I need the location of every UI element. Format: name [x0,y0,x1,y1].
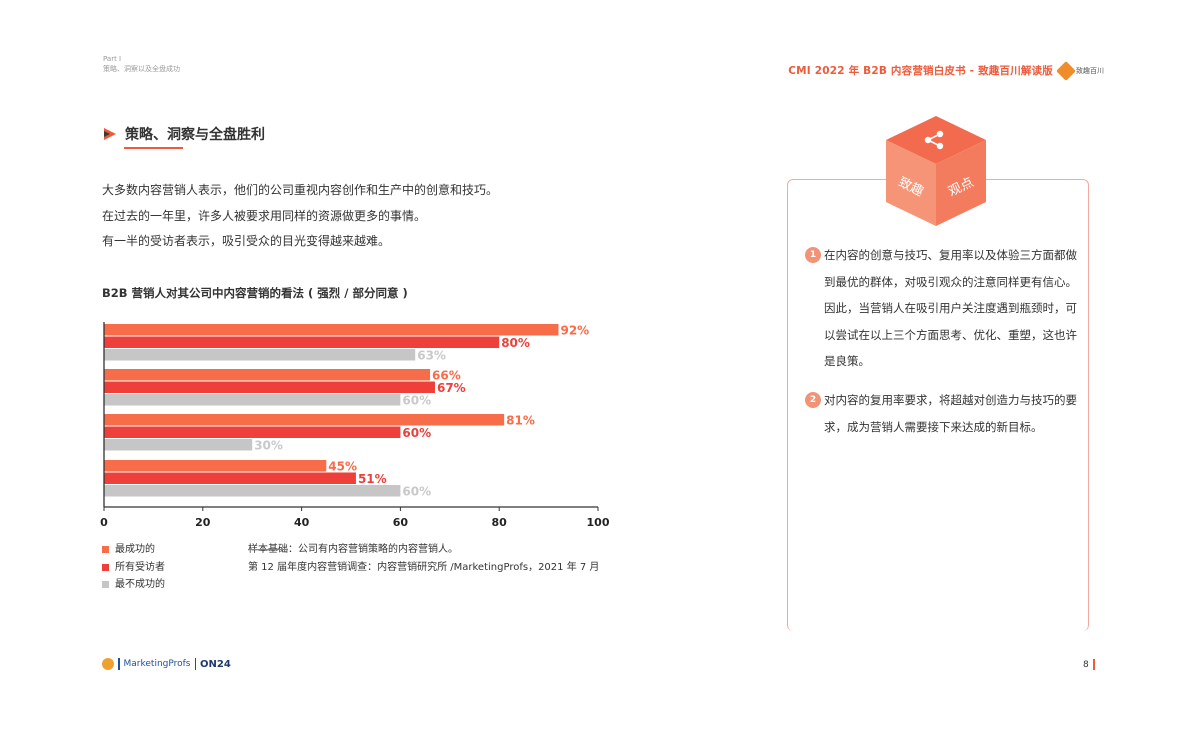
sample-base-label: 样本基础 [248,544,288,555]
page-number-text: 8 [1083,659,1089,670]
logo-divider [118,658,120,670]
legend-swatch [102,581,109,589]
document-header: CMI 2022 年 B2B 内容营销白皮书 - 致趣百川解读版 致趣百川 [788,60,1104,81]
bar [104,381,435,393]
legend-swatch [102,546,109,554]
insight-cube-badge: 致趣 观点 [886,116,986,226]
bar-value-label: 80% [501,336,530,350]
bar [104,414,505,426]
bar [104,426,401,438]
share-icon [924,130,944,150]
intro-line: 在过去的一年里，许多人被要求用同样的资源做更多的事情。 [102,208,427,223]
x-tick-label: 80 [492,516,508,529]
x-tick-label: 60 [393,516,409,529]
x-tick-label: 40 [294,516,310,529]
bar [104,485,401,497]
legend-label: 最成功的 [115,544,155,555]
legend-item: 最不成功的 [102,576,165,594]
bar [104,394,401,406]
section-heading: 策略、洞察与全盘胜利 [102,124,265,144]
insight-number-badge: 2 [805,392,821,408]
part-number: Part I [103,55,122,63]
chart-title: B2B 营销人对其公司中内容营销的看法 ( 强烈 / 部分同意 ) [102,286,408,300]
chart-source: 样本基础：公司有内容营销策略的内容营销人。 第 12 届年度内容营销调查：内容营… [248,541,599,576]
marketingprofs-logo: MarketingProfs [123,659,191,669]
partner-logos: MarketingProfs ON24 [102,658,231,670]
intro-line: 有一半的受访者表示，吸引受众的目光变得越来越难。 [102,234,391,248]
insight-number-badge: 1 [805,247,821,263]
insight-text: 在内容的创意与技巧、复用率以及体验三方面都做到最优的群体，对吸引观众的注意同样更… [824,248,1077,368]
x-tick-label: 100 [587,516,610,529]
bar [104,472,356,484]
insight-text: 对内容的复用率要求，将超越对创造力与技巧的要求，成为营销人需要接下来达成的新目标… [824,393,1077,434]
bar-value-label: 67% [437,381,466,395]
section-marker-icon [104,128,116,140]
legend-item: 所有受访者 [102,559,165,577]
bar [104,349,416,361]
brand-logo: 致趣百川 [1056,60,1104,81]
legend-swatch [102,563,109,571]
logo-divider [194,658,196,670]
bar [104,369,431,381]
section-title-underline [124,147,183,149]
part-label: Part I 策略、洞察以及全盘成功 [103,54,180,74]
x-tick-label: 20 [195,516,211,529]
page-number: 8 [1083,659,1095,670]
sample-base-text: ：公司有内容营销策略的内容营销人。 [288,544,458,555]
insight-item: 2 对内容的复用率要求，将超越对创造力与技巧的要求，成为营销人需要接下来达成的新… [805,387,1080,440]
bar-value-label: 45% [328,460,357,474]
bar-value-label: 66% [432,369,461,383]
bar-value-label: 92% [560,324,589,338]
survey-citation: 第 12 届年度内容营销调查：内容营销研究所 /MarketingProfs，2… [248,561,600,573]
legend-label: 最不成功的 [115,579,165,590]
legend-label: 所有受访者 [115,561,165,573]
bar [104,460,327,472]
on24-logo: ON24 [200,658,231,670]
document-title: CMI 2022 年 B2B 内容营销白皮书 - 致趣百川解读版 [788,65,1053,77]
bar-value-label: 81% [506,414,535,428]
section-title: 策略、洞察与全盘胜利 [125,127,265,143]
bar [104,324,559,336]
insight-item: 1 在内容的创意与技巧、复用率以及体验三方面都做到最优的群体，对吸引观众的注意同… [805,242,1080,375]
cmi-logo-icon [102,658,114,670]
bar-value-label: 63% [417,349,446,363]
bar-value-label: 51% [358,472,387,486]
intro-line: 大多数内容营销人表示，他们的公司重视内容创作和生产中的创意和技巧。 [102,183,499,197]
page-number-bar [1092,659,1095,670]
intro-paragraph: 大多数内容营销人表示，他们的公司重视内容创作和生产中的创意和技巧。 在过去的一年… [102,178,498,255]
legend-item: 最成功的 [102,541,165,559]
part-subtitle: 策略、洞察以及全盘成功 [103,65,180,73]
bar-value-label: 60% [402,394,431,408]
x-tick-label: 0 [100,516,108,529]
bar-value-label: 30% [254,439,283,453]
bar-value-label: 60% [402,426,431,440]
bar [104,439,253,451]
bar-value-label: 60% [402,485,431,499]
chart-legend: 最成功的 所有受访者 最不成功的 [102,541,165,594]
bar [104,336,500,348]
brand-logo-text: 致趣百川 [1076,66,1104,75]
sample-base: 样本基础：公司有内容营销策略的内容营销人。 [248,541,599,559]
